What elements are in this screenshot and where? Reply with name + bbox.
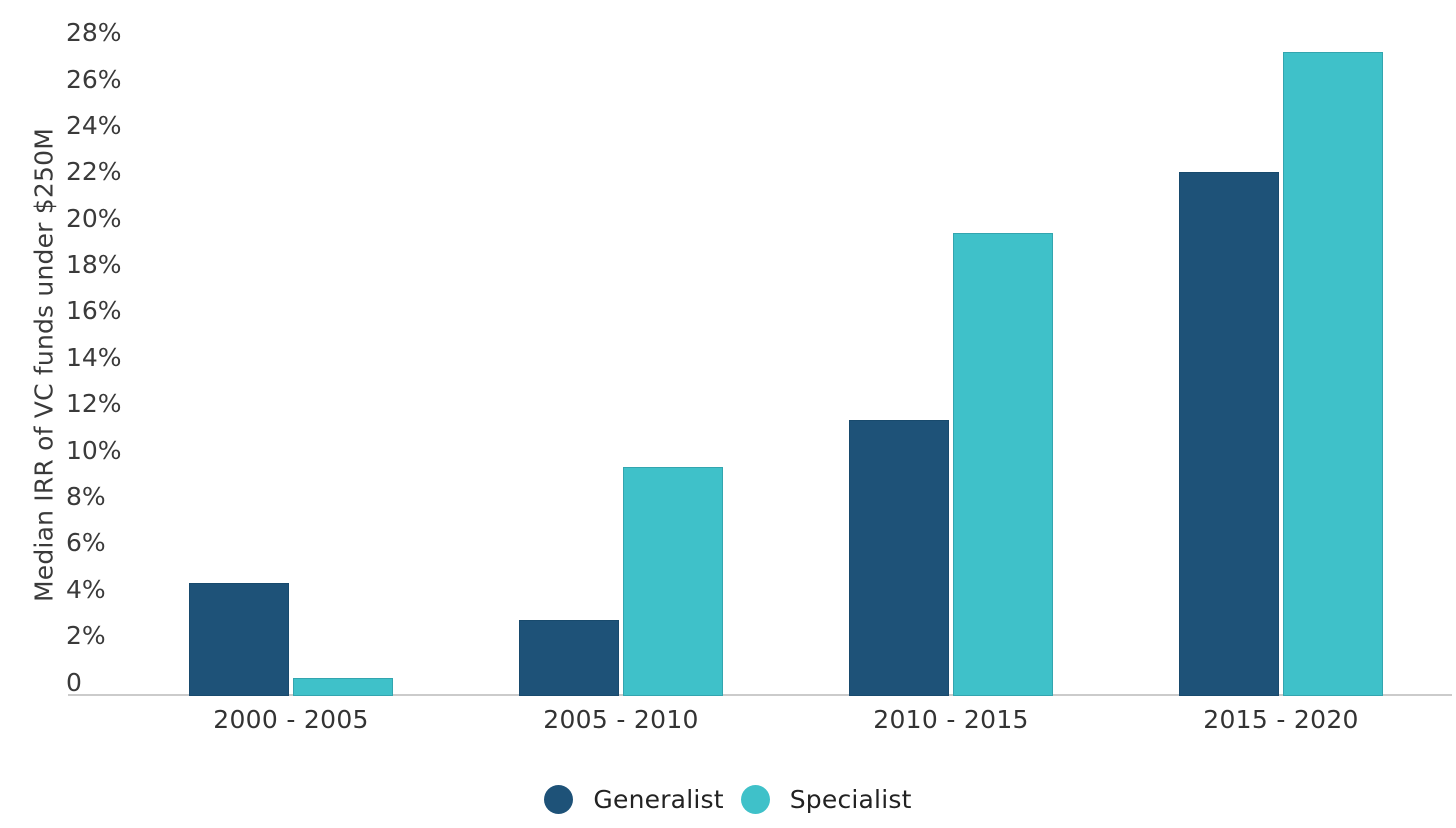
bar-specialist-group-3	[1283, 51, 1383, 696]
legend-label-generalist: Generalist	[593, 785, 724, 814]
bar-generalist-group-3	[1179, 172, 1279, 696]
y-axis-tick-label: 18%	[66, 250, 122, 280]
y-axis-tick-label: 2%	[66, 621, 106, 651]
y-axis-tick-label: 20%	[66, 203, 122, 233]
y-axis-tick-label: 10%	[66, 435, 122, 465]
generalist-swatch-icon	[544, 785, 574, 814]
bar-specialist-group-1	[623, 466, 723, 696]
bar-generalist-group-2	[849, 420, 949, 696]
bar-specialist-group-2	[953, 232, 1053, 696]
legend-item-specialist: Specialist	[740, 785, 912, 814]
x-axis-category-label: 2005 - 2010	[543, 705, 699, 734]
legend-label-specialist: Specialist	[789, 785, 912, 814]
bar-generalist-group-0	[189, 582, 289, 696]
x-axis-category-label: 2000 - 2005	[213, 705, 369, 734]
y-axis-tick-label: 4%	[66, 574, 106, 604]
y-axis-tick-label: 16%	[66, 296, 122, 326]
x-axis-category-label: 2015 - 2020	[1203, 705, 1359, 734]
specialist-swatch-icon	[740, 785, 770, 814]
y-axis-tick-label: 0	[66, 667, 82, 697]
bar-specialist-group-0	[293, 677, 393, 696]
x-axis-category-label: 2010 - 2015	[873, 705, 1029, 734]
legend: Generalist Specialist	[0, 785, 1456, 814]
x-axis-line	[68, 694, 1452, 696]
y-axis-tick-label: 14%	[66, 342, 122, 372]
bar-generalist-group-1	[519, 619, 619, 696]
y-axis-tick-label: 22%	[66, 157, 122, 187]
y-axis-tick-label: 28%	[66, 18, 122, 48]
y-axis-tick-label: 12%	[66, 389, 122, 419]
y-axis-tick-label: 26%	[66, 64, 122, 94]
y-axis-tick-label: 8%	[66, 481, 106, 511]
legend-item-generalist: Generalist	[544, 785, 724, 814]
y-axis-tick-label: 24%	[66, 110, 122, 140]
y-axis-tick-label: 6%	[66, 528, 106, 558]
